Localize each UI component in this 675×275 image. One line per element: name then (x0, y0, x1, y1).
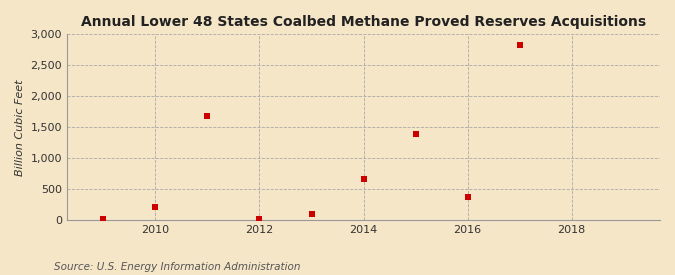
Point (462, 195, 473, 200)
Point (254, 216, 265, 221)
Point (358, 177, 369, 181)
Point (150, 205, 161, 209)
Point (306, 212, 317, 216)
Y-axis label: Billion Cubic Feet: Billion Cubic Feet (15, 79, 25, 176)
Point (202, 114, 213, 119)
Point (410, 131, 421, 136)
Point (98, 217, 109, 221)
Title: Annual Lower 48 States Coalbed Methane Proved Reserves Acquisitions: Annual Lower 48 States Coalbed Methane P… (81, 15, 646, 29)
Text: Source: U.S. Energy Information Administration: Source: U.S. Energy Information Administ… (54, 262, 300, 272)
Point (514, 43, 525, 47)
